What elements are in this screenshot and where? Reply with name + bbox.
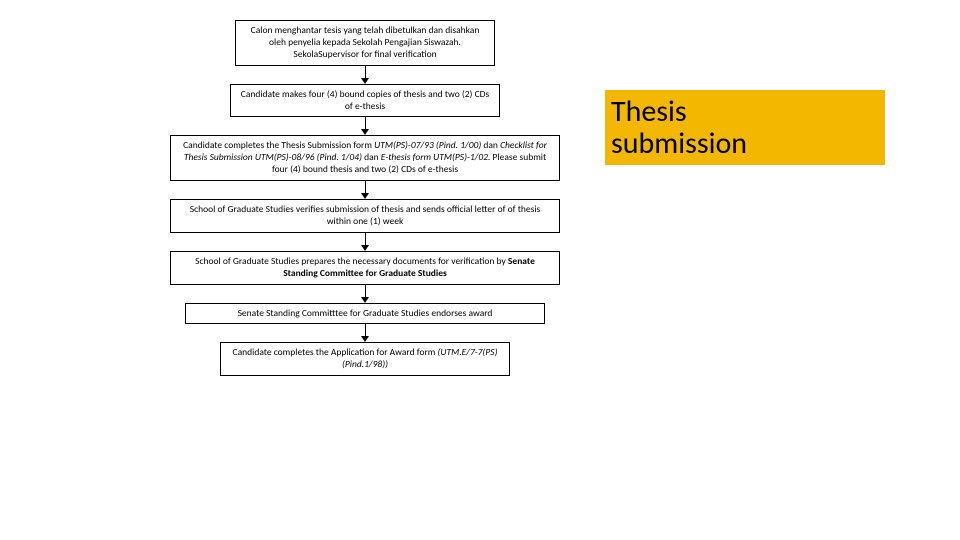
section-title: Thesis submission bbox=[605, 90, 885, 165]
flow-box-2: Candidate completes the Thesis Submissio… bbox=[170, 135, 560, 181]
title-line-2: submission bbox=[611, 128, 879, 160]
flowchart: Calon menghantar tesis yang telah dibetu… bbox=[170, 20, 560, 376]
canvas: Calon menghantar tesis yang telah dibetu… bbox=[0, 0, 960, 540]
flow-box-0: Calon menghantar tesis yang telah dibetu… bbox=[235, 20, 495, 66]
flow-box-3: School of Graduate Studies verifies subm… bbox=[170, 199, 560, 233]
title-line-1: Thesis bbox=[611, 96, 879, 128]
flow-box-5: Senate Standing Committtee for Graduate … bbox=[185, 303, 545, 325]
flow-box-1: Candidate makes four (4) bound copies of… bbox=[230, 84, 500, 118]
arrow bbox=[361, 324, 369, 342]
arrow bbox=[361, 181, 369, 199]
arrow bbox=[361, 66, 369, 84]
flow-box-4: School of Graduate Studies prepares the … bbox=[170, 251, 560, 285]
arrow bbox=[361, 233, 369, 251]
flow-box-6: Candidate completes the Application for … bbox=[220, 342, 510, 376]
arrow bbox=[361, 117, 369, 135]
arrow bbox=[361, 285, 369, 303]
